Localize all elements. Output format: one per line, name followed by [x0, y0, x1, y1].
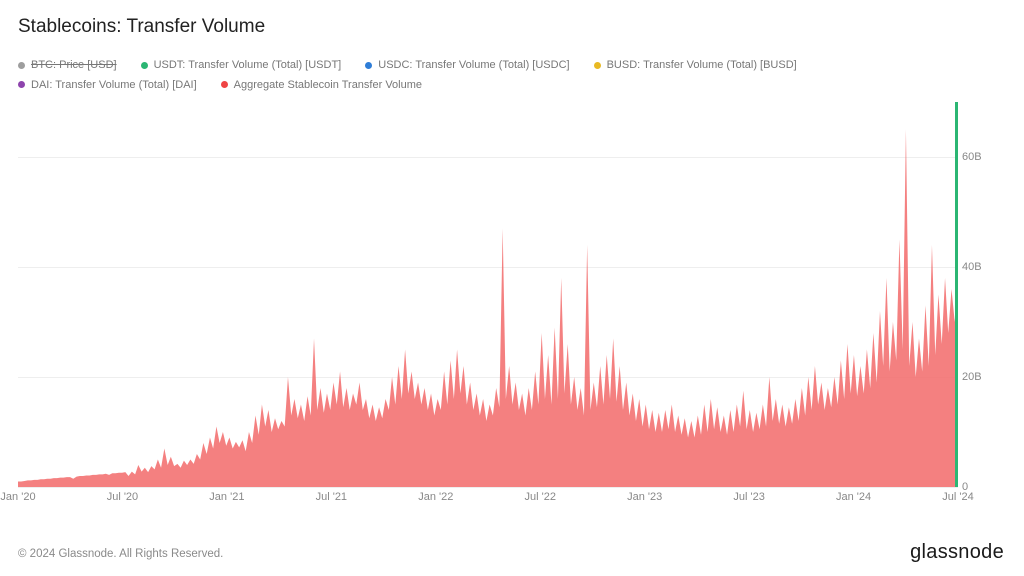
legend-label: BUSD: Transfer Volume (Total) [BUSD]: [607, 56, 797, 75]
usdt-latest-bar: [955, 102, 958, 487]
legend-label: USDT: Transfer Volume (Total) [USDT]: [154, 56, 342, 75]
x-tick-label: Jul '22: [524, 491, 555, 503]
x-tick-label: Jan '23: [627, 491, 662, 503]
legend-dot-icon: [18, 62, 25, 69]
legend-label: Aggregate Stablecoin Transfer Volume: [234, 76, 422, 95]
legend-row-2: DAI: Transfer Volume (Total) [DAI] Aggreg…: [18, 76, 1006, 96]
legend-item[interactable]: DAI: Transfer Volume (Total) [DAI]: [18, 76, 197, 95]
copyright-text: © 2024 Glassnode. All Rights Reserved.: [18, 548, 223, 560]
legend-label: DAI: Transfer Volume (Total) [DAI]: [31, 76, 197, 95]
chart-area: 020B40B60B Jan '20Jul '20Jan '21Jul '21J…: [18, 101, 1006, 511]
y-tick-label: 60B: [962, 151, 1002, 163]
legend-item[interactable]: Aggregate Stablecoin Transfer Volume: [221, 76, 422, 95]
brand-logo: glassnode: [910, 541, 1004, 564]
x-tick-label: Jul '21: [316, 491, 347, 503]
x-tick-label: Jan '22: [418, 491, 453, 503]
x-tick-label: Jan '20: [0, 491, 35, 503]
x-tick-label: Jan '24: [836, 491, 871, 503]
y-tick-label: 40B: [962, 261, 1002, 273]
legend-dot-icon: [18, 81, 25, 88]
x-tick-label: Jul '24: [942, 491, 973, 503]
aggregate-area-series: [18, 102, 958, 487]
x-tick-label: Jul '20: [107, 491, 138, 503]
legend-item[interactable]: USDC: Transfer Volume (Total) [USDC]: [365, 56, 569, 75]
legend-dot-icon: [221, 81, 228, 88]
legend-label: BTC: Price [USD]: [31, 56, 117, 75]
legend-row-1: BTC: Price [USD] USDT: Transfer Volume (T…: [18, 56, 1006, 76]
chart-title: Stablecoins: Transfer Volume: [18, 16, 1006, 38]
y-tick-label: 20B: [962, 371, 1002, 383]
legend-item[interactable]: USDT: Transfer Volume (Total) [USDT]: [141, 56, 342, 75]
legend-item[interactable]: BTC: Price [USD]: [18, 56, 117, 75]
x-tick-label: Jul '23: [733, 491, 764, 503]
legend-label: USDC: Transfer Volume (Total) [USDC]: [378, 56, 569, 75]
legend-dot-icon: [365, 62, 372, 69]
plot-region: 020B40B60B: [18, 101, 958, 487]
legend-dot-icon: [594, 62, 601, 69]
legend-item[interactable]: BUSD: Transfer Volume (Total) [BUSD]: [594, 56, 797, 75]
x-tick-label: Jan '21: [209, 491, 244, 503]
x-axis: Jan '20Jul '20Jan '21Jul '21Jan '22Jul '…: [18, 487, 958, 511]
legend-dot-icon: [141, 62, 148, 69]
legend: BTC: Price [USD] USDT: Transfer Volume (T…: [18, 56, 1006, 95]
